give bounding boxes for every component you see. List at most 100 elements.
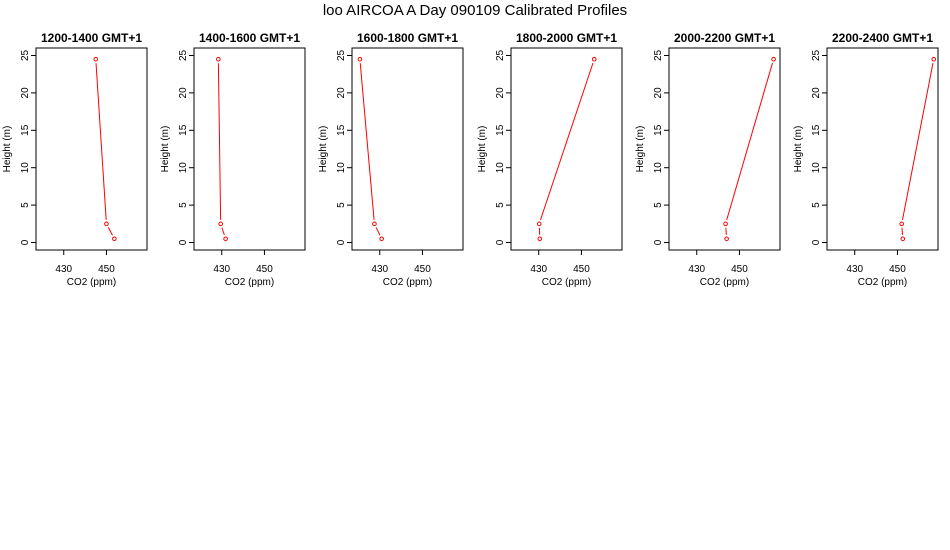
data-point	[899, 221, 905, 227]
panel-title: 2000-2200 GMT+1	[674, 31, 775, 45]
y-tick-label: 20	[178, 87, 189, 99]
profile-line-segment	[95, 63, 107, 220]
y-tick-label: 10	[495, 162, 506, 174]
plot-frame	[193, 47, 306, 251]
y-tick-label: 25	[20, 49, 31, 61]
y-tick-label: 0	[811, 239, 822, 245]
y-tick-label: 5	[336, 202, 347, 208]
x-axis-label: CO2 (ppm)	[225, 277, 274, 288]
data-point	[357, 56, 363, 62]
x-tick-label: 430	[213, 264, 230, 275]
y-tick-label: 0	[20, 239, 31, 245]
y-tick-label: 25	[178, 49, 189, 61]
data-point	[591, 56, 597, 62]
data-point	[536, 221, 542, 227]
y-tick-label: 15	[178, 124, 189, 136]
data-point	[216, 56, 221, 62]
x-tick-label: 450	[573, 264, 590, 275]
plot-frame	[668, 47, 781, 251]
profile-line-segment	[539, 62, 594, 221]
y-axis-label: Height (m)	[635, 126, 646, 173]
panel-title: 1600-1800 GMT+1	[357, 31, 458, 45]
y-tick-label: 25	[811, 49, 822, 61]
y-tick-label: 25	[495, 49, 506, 61]
panel-title: 1400-1600 GMT+1	[199, 31, 300, 45]
panel-title: 2200-2400 GMT+1	[832, 31, 933, 45]
y-tick-label: 10	[653, 162, 664, 174]
x-tick-label: 450	[256, 264, 273, 275]
x-tick-label: 450	[731, 264, 748, 275]
data-point	[218, 221, 223, 227]
plot-frame	[351, 47, 464, 251]
x-tick-label: 430	[846, 264, 863, 275]
plot-frame	[510, 47, 623, 251]
data-point	[724, 236, 729, 242]
y-tick-label: 10	[811, 162, 822, 174]
y-tick-label: 0	[336, 239, 347, 245]
data-point	[112, 236, 117, 242]
y-tick-label: 15	[20, 124, 31, 136]
x-axis-label: CO2 (ppm)	[858, 277, 907, 288]
y-tick-label: 10	[336, 162, 347, 174]
profile-panel-3: 1600-1800 GMT+1 0 5 10 15 20 25 Height (m) 430 45…	[318, 31, 464, 288]
x-tick-label: 450	[889, 264, 906, 275]
x-tick-label: 430	[530, 264, 547, 275]
data-point	[723, 221, 728, 227]
data-point	[900, 236, 906, 242]
y-tick-label: 25	[653, 49, 664, 61]
data-point	[379, 236, 384, 242]
profile-line-segment	[107, 227, 113, 236]
data-point	[771, 56, 776, 62]
y-tick-label: 15	[336, 124, 347, 136]
data-point	[104, 221, 109, 227]
x-axis-label: CO2 (ppm)	[67, 277, 116, 288]
data-point	[537, 236, 543, 242]
y-tick-label: 5	[653, 202, 664, 208]
y-tick-label: 5	[20, 202, 31, 208]
y-tick-label: 15	[653, 124, 664, 136]
y-tick-label: 0	[495, 239, 506, 245]
y-axis-label: Height (m)	[2, 126, 13, 173]
x-tick-label: 430	[55, 264, 72, 275]
y-tick-label: 25	[336, 49, 347, 61]
y-tick-label: 5	[495, 202, 506, 208]
profile-line-segment	[221, 227, 225, 236]
profile-plots: 1200-1400 GMT+1 0 5 10 15 20 25 Height (m) 430 45…	[2, 31, 939, 288]
y-tick-label: 20	[20, 87, 31, 99]
data-point	[93, 56, 99, 62]
y-axis-label: Height (m)	[793, 126, 804, 173]
panel-title: 1200-1400 GMT+1	[41, 31, 142, 45]
profile-line-segment	[901, 63, 934, 220]
x-tick-label: 450	[98, 264, 115, 275]
y-tick-label: 15	[495, 124, 506, 136]
profile-line-segment	[217, 63, 222, 220]
profile-line-segment	[375, 227, 381, 236]
x-axis-label: CO2 (ppm)	[700, 277, 749, 288]
y-tick-label: 5	[178, 202, 189, 208]
profile-line-segment	[359, 63, 375, 220]
profile-panel-6: 2200-2400 GMT+1 0 5 10 15 20 25 Height (m) 430 45…	[793, 31, 939, 288]
y-tick-label: 5	[811, 202, 822, 208]
x-tick-label: 430	[371, 264, 388, 275]
profile-panel-4: 1800-2000 GMT+1 0 5 10 15 20 25 Height (m) 430 45…	[477, 31, 623, 288]
y-tick-label: 10	[20, 162, 31, 174]
plot-frame	[826, 47, 939, 251]
x-tick-label: 450	[414, 264, 431, 275]
profile-panel-5: 2000-2200 GMT+1 0 5 10 15 20 25 Height (m) 430 45…	[635, 31, 781, 288]
y-tick-label: 20	[336, 87, 347, 99]
y-tick-label: 20	[653, 87, 664, 99]
data-point	[931, 56, 937, 62]
y-axis-label: Height (m)	[318, 126, 329, 173]
x-axis-label: CO2 (ppm)	[383, 277, 432, 288]
data-point	[372, 221, 377, 227]
profile-line-segment	[726, 62, 773, 221]
y-axis-label: Height (m)	[477, 126, 488, 173]
profile-panel-2: 1400-1600 GMT+1 0 5 10 15 20 25 Height (m) 430 45…	[160, 31, 306, 288]
panel-title: 1800-2000 GMT+1	[516, 31, 617, 45]
y-tick-label: 20	[811, 87, 822, 99]
page-title: loo AIRCOA A Day 090109 Calibrated Profi…	[322, 2, 628, 19]
y-tick-label: 0	[653, 239, 664, 245]
plot-frame	[35, 47, 148, 251]
y-axis-label: Height (m)	[160, 126, 171, 173]
profile-panel-1: 1200-1400 GMT+1 0 5 10 15 20 25 Height (m) 430 45…	[2, 31, 148, 288]
